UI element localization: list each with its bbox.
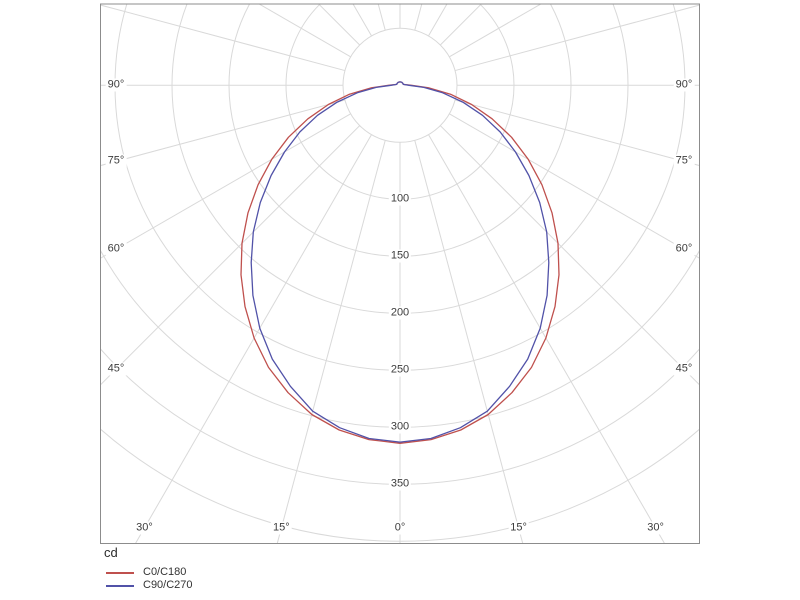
angle-label-right: 75° (673, 154, 695, 168)
angle-label-bottom: 0° (392, 521, 408, 535)
grid-ray (134, 134, 372, 544)
grid-ray (100, 4, 346, 72)
grid-ray (454, 99, 700, 167)
curve-c0-c180 (240, 81, 560, 444)
grid-ray (428, 4, 448, 37)
legend: C0/C180 C90/C270 (106, 566, 193, 592)
angle-label-bottom: 30° (134, 521, 155, 535)
angle-label-left: 75° (105, 154, 127, 168)
grid-ray (100, 125, 361, 386)
grid-circle (342, 27, 458, 143)
grid-ray (276, 140, 386, 544)
legend-label: C90/C270 (143, 579, 193, 591)
grid-ray (439, 125, 700, 386)
grid-ray (454, 4, 700, 72)
grid-ray (100, 99, 346, 167)
grid-ray (352, 4, 372, 37)
radial-tick-label: 300 (388, 420, 412, 434)
grid-ray (377, 4, 386, 31)
radial-tick-label: 350 (388, 477, 412, 491)
grid-ray (100, 113, 351, 259)
curve-c90-c270 (250, 81, 550, 443)
radial-tick-label: 150 (388, 249, 412, 263)
grid-ray (449, 113, 700, 259)
legend-item-c90-c270: C90/C270 (106, 579, 193, 592)
legend-label: C0/C180 (143, 566, 187, 578)
angle-label-left: 90° (105, 78, 127, 92)
plot-border (100, 3, 700, 544)
angle-label-bottom: 15° (508, 521, 529, 535)
angle-label-right: 90° (673, 78, 695, 92)
legend-item-c0-c180: C0/C180 (106, 566, 193, 579)
angle-label-left: 60° (105, 242, 127, 256)
grid-ray (317, 4, 361, 46)
angle-label-right: 60° (673, 242, 695, 256)
grid-ray (414, 4, 423, 31)
legend-swatch-red-line (106, 571, 134, 574)
grid-ray (414, 140, 524, 544)
grid-ray (439, 4, 483, 46)
radial-tick-label: 100 (388, 192, 412, 206)
unit-label: cd (104, 545, 118, 560)
angle-label-bottom: 30° (645, 521, 666, 535)
angle-label-left: 45° (105, 362, 127, 376)
legend-swatch-blue-line (106, 584, 134, 587)
angle-label-bottom: 15° (271, 521, 292, 535)
angle-label-right: 45° (673, 362, 695, 376)
radial-tick-label: 200 (388, 306, 412, 320)
radial-tick-label: 250 (388, 363, 412, 377)
grid-ray (428, 134, 666, 544)
